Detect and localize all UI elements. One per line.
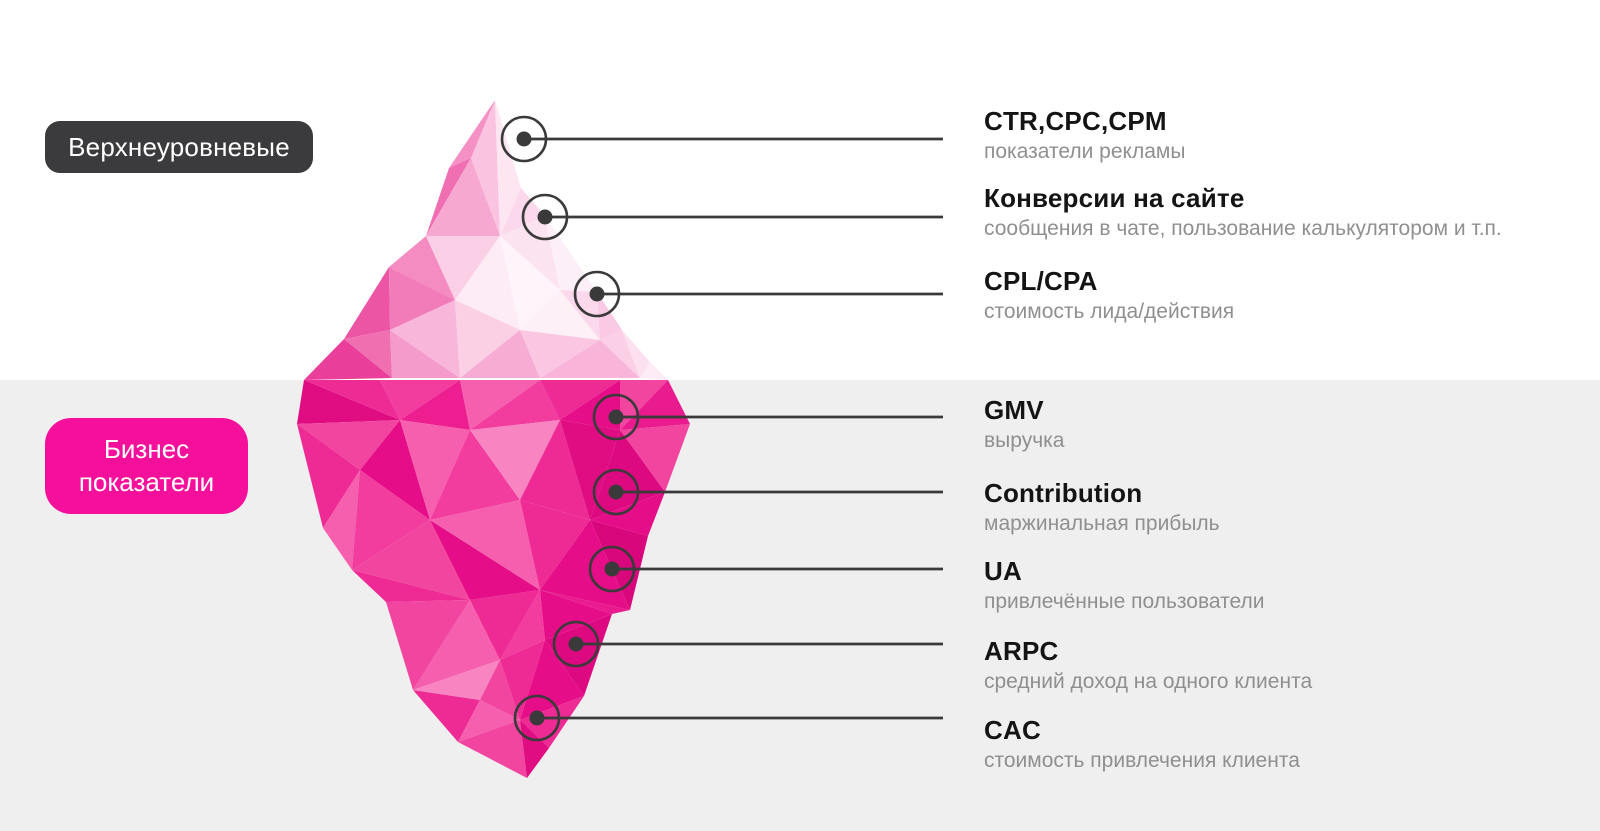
callout-ring [513, 694, 561, 742]
callout-dot [589, 286, 605, 302]
badge-top-level-metrics: Верхнеуровневые [45, 121, 313, 173]
callout-marker [521, 193, 943, 241]
metric-label-block: CAC стоимость привлечения клиента [984, 715, 1300, 774]
callout-dot [568, 636, 584, 652]
callout-ring [500, 115, 548, 163]
metric-description: средний доход на одного клиента [984, 670, 1313, 693]
callout-marker [592, 393, 943, 441]
iceberg-above-water [304, 100, 668, 380]
callout-ring [592, 393, 640, 441]
metric-description: сообщения в чате, пользование калькулято… [984, 217, 1502, 240]
callout-marker [592, 468, 943, 516]
callout-dot [608, 409, 624, 425]
metric-description: маржинальная прибыль [984, 512, 1220, 535]
callout-ring [592, 468, 640, 516]
callout-dot [608, 484, 624, 500]
metric-title: Contribution [984, 478, 1143, 508]
underwater-gray-band [0, 380, 1600, 831]
metric-title: ARPC [984, 636, 1059, 666]
badge-business-label: Бизнес показатели [78, 434, 215, 497]
callout-leaders [500, 115, 943, 742]
callout-marker [500, 115, 943, 163]
callout-marker [552, 620, 943, 668]
metric-description: показатели рекламы [984, 140, 1186, 163]
callout-ring [521, 193, 569, 241]
metric-label-block: ARPC средний доход на одного клиента [984, 636, 1312, 695]
metric-label-block: CPL/CPA стоимость лида/действия [984, 266, 1234, 325]
metric-description: привлечённые пользователи [984, 590, 1265, 613]
callout-ring [552, 620, 600, 668]
callout-ring [588, 545, 636, 593]
metric-title: CAC [984, 715, 1041, 745]
callout-marker [588, 545, 943, 593]
callout-ring [573, 270, 621, 318]
metric-label-block: Contribution маржинальная прибыль [984, 478, 1220, 537]
metric-title: UA [984, 556, 1022, 586]
metric-label-block: CTR,CPC,CPM показатели рекламы [984, 106, 1185, 165]
badge-business-metrics: Бизнес показатели [45, 418, 248, 514]
metric-description: выручка [984, 429, 1065, 452]
badge-top-level-label: Верхнеуровневые [68, 131, 290, 162]
metric-title: GMV [984, 395, 1044, 425]
callout-dot [516, 131, 532, 147]
metric-label-block: UA привлечённые пользователи [984, 556, 1264, 615]
metric-title: Конверсии на сайте [984, 183, 1245, 213]
metric-title: CPL/CPA [984, 266, 1098, 296]
metric-description: стоимость привлечения клиента [984, 749, 1300, 772]
metric-label-block: GMV выручка [984, 395, 1064, 454]
callout-dot [529, 710, 545, 726]
callout-marker [573, 270, 943, 318]
callout-dot [604, 561, 620, 577]
metric-label-block: Конверсии на сайте сообщения в чате, пол… [984, 183, 1502, 242]
metric-description: стоимость лида/действия [984, 300, 1235, 323]
metric-title: CTR,CPC,CPM [984, 106, 1167, 136]
callout-dot [537, 209, 553, 225]
callout-marker [513, 694, 943, 742]
